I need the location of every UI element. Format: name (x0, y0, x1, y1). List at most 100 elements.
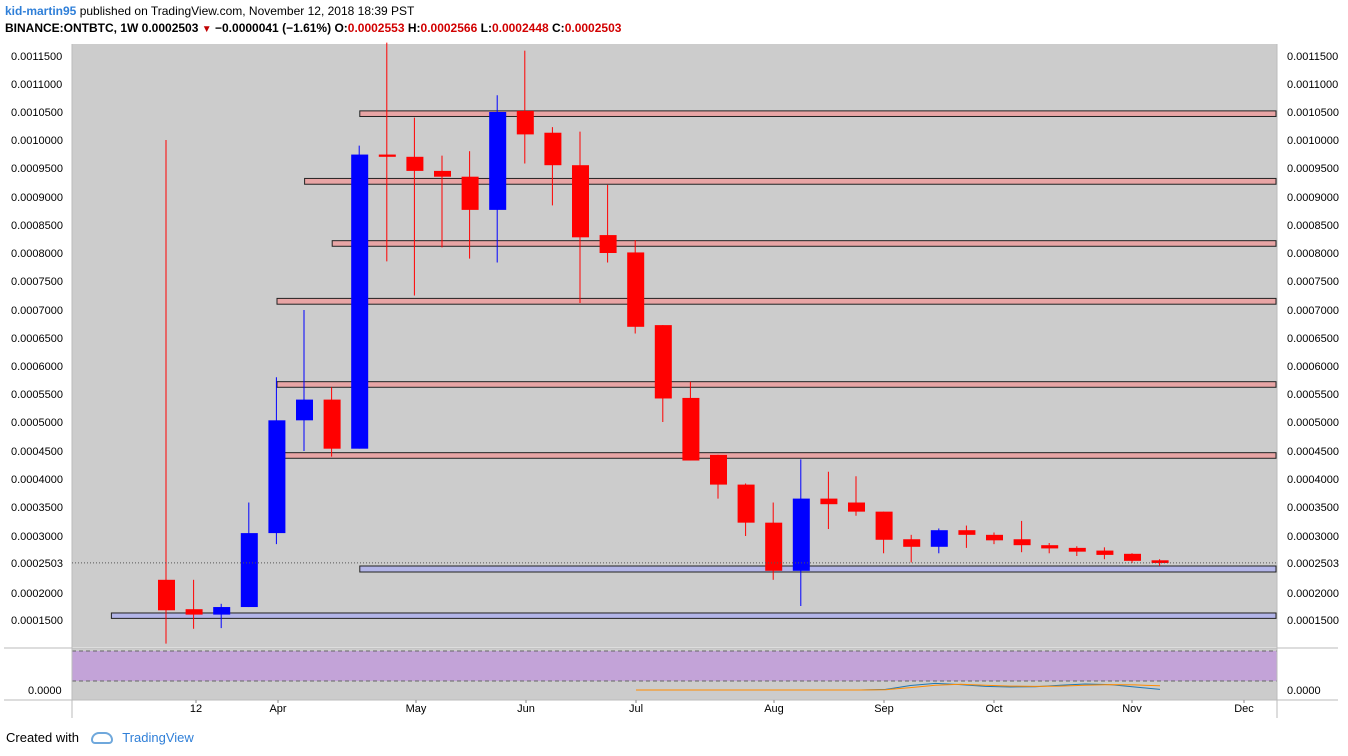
publish-line: kid-martin95 published on TradingView.co… (5, 3, 1335, 20)
open-label: O: (334, 21, 348, 35)
plot-area (72, 44, 1277, 647)
y-tick-label: 0.0007000 (11, 305, 63, 317)
candle-body (351, 154, 369, 449)
resistance-zone (276, 381, 1277, 388)
y-tick-label: 0.0011000 (1287, 79, 1338, 91)
x-tick-label: Jun (517, 703, 535, 715)
y-tick-label: 0.0009500 (1287, 163, 1339, 175)
candle-body (544, 132, 562, 166)
candle-body (1124, 553, 1141, 561)
tradingview-link[interactable]: TradingView (122, 730, 194, 745)
y-tick-label: 0.0008000 (11, 248, 63, 260)
candle-body (406, 156, 424, 171)
candle-body (599, 235, 617, 253)
y-tick-label: 0.0011500 (11, 51, 62, 63)
candle-body (1041, 545, 1059, 549)
resistance-zone (331, 240, 1277, 247)
last-price: 0.0002503 (141, 21, 199, 35)
indicator-tick-label: 0.0000 (28, 685, 62, 697)
x-tick-label: Dec (1234, 703, 1254, 715)
close-value: 0.0002503 (564, 21, 622, 35)
y-tick-label: 0.0003000 (1287, 531, 1339, 543)
y-tick-label: 0.0006500 (11, 333, 63, 345)
y-tick-label: 0.0002000 (11, 588, 63, 600)
y-tick-label: 0.0004500 (1287, 446, 1339, 458)
x-tick-label: Jul (629, 703, 643, 715)
close-label: C: (552, 21, 565, 35)
candle-body (572, 165, 589, 238)
y-tick-label: 0.0004000 (1287, 474, 1339, 486)
symbol-line: BINANCE:ONTBTC, 1W 0.0002503 ▼ −0.000004… (5, 20, 1335, 38)
y-tick-label: 0.0005000 (11, 417, 63, 429)
y-tick-label: 0.0005000 (1287, 417, 1339, 429)
footer: Created with TradingView (6, 730, 194, 745)
candle-body (434, 170, 451, 177)
candle-body (765, 522, 783, 571)
y-tick-label: 0.0011000 (11, 79, 62, 91)
candle-body (1013, 539, 1031, 546)
candle-body (848, 502, 865, 512)
y-tick-label: 0.0010000 (11, 135, 63, 147)
candle-body (1151, 560, 1169, 563)
resistance-zone (359, 110, 1277, 117)
x-tick-label: May (406, 703, 427, 715)
y-tick-label: 0.0011500 (1287, 51, 1338, 63)
low-value: 0.0002448 (491, 21, 549, 35)
candle-body (986, 534, 1003, 541)
resistance-zone (304, 177, 1277, 185)
candle-body (516, 110, 534, 135)
y-tick-label: 0.0002000 (1287, 588, 1339, 600)
y-tick-label: 0.0001500 (11, 615, 63, 627)
down-triangle-icon: ▼ (201, 24, 212, 35)
y-tick-label: 0.0005500 (11, 389, 63, 401)
candle-body (792, 498, 810, 571)
candle-body (461, 176, 479, 210)
candle-body (930, 530, 948, 547)
y-tick-label: 0.0006000 (11, 361, 63, 373)
y-tick-label: 0.0003000 (11, 531, 63, 543)
y-tick-label: 0.0005500 (1287, 389, 1339, 401)
y-tick-label: 0.0009000 (1287, 192, 1339, 204)
x-tick-label: Nov (1122, 703, 1142, 715)
y-tick-label: 0.0004500 (11, 446, 63, 458)
candle-body (268, 420, 286, 534)
y-tick-label: 0.0010500 (1287, 107, 1339, 119)
candle-body (1096, 550, 1114, 555)
resistance-zone (276, 452, 1277, 459)
candle-body (958, 530, 976, 535)
y-tick-label: 0.0003500 (11, 502, 63, 514)
candle-body (654, 325, 672, 399)
y-tick-label: 0.0010500 (11, 107, 63, 119)
y-tick-label: 0.0001500 (1287, 615, 1339, 627)
y-tick-label: 0.0007000 (1287, 305, 1339, 317)
y-tick-label: 0.0006000 (1287, 361, 1339, 373)
candle-body (489, 112, 507, 210)
y-tick-label: 0.0010000 (1287, 135, 1339, 147)
candle-body (158, 579, 175, 611)
tradingview-logo-icon (90, 732, 113, 744)
y-tick-label: 0.0003500 (1287, 502, 1339, 514)
y-tick-label: 0.0009000 (11, 192, 63, 204)
candle-body (323, 399, 341, 449)
x-tick-label: Sep (874, 703, 894, 715)
last-price-tag-right (1281, 554, 1341, 570)
candle-body (820, 498, 838, 505)
candle-body (903, 539, 921, 547)
candle-body (240, 533, 258, 608)
candle-body (710, 454, 727, 485)
candle-body (682, 397, 700, 461)
indicator-tick-label: 0.0000 (1287, 685, 1321, 697)
author-link[interactable]: kid-martin95 (5, 4, 77, 18)
high-label: H: (407, 21, 421, 35)
candle-body (213, 607, 231, 615)
support-zone (359, 565, 1277, 573)
x-tick-label: Oct (985, 703, 1002, 715)
candle-body (627, 252, 645, 327)
candle-body (296, 399, 313, 421)
candle-body (185, 609, 203, 615)
last-price-tag-left (4, 554, 66, 570)
created-with-label: Created with (6, 730, 79, 745)
y-tick-label: 0.0008500 (11, 220, 63, 232)
y-tick-label: 0.0007500 (1287, 276, 1339, 288)
